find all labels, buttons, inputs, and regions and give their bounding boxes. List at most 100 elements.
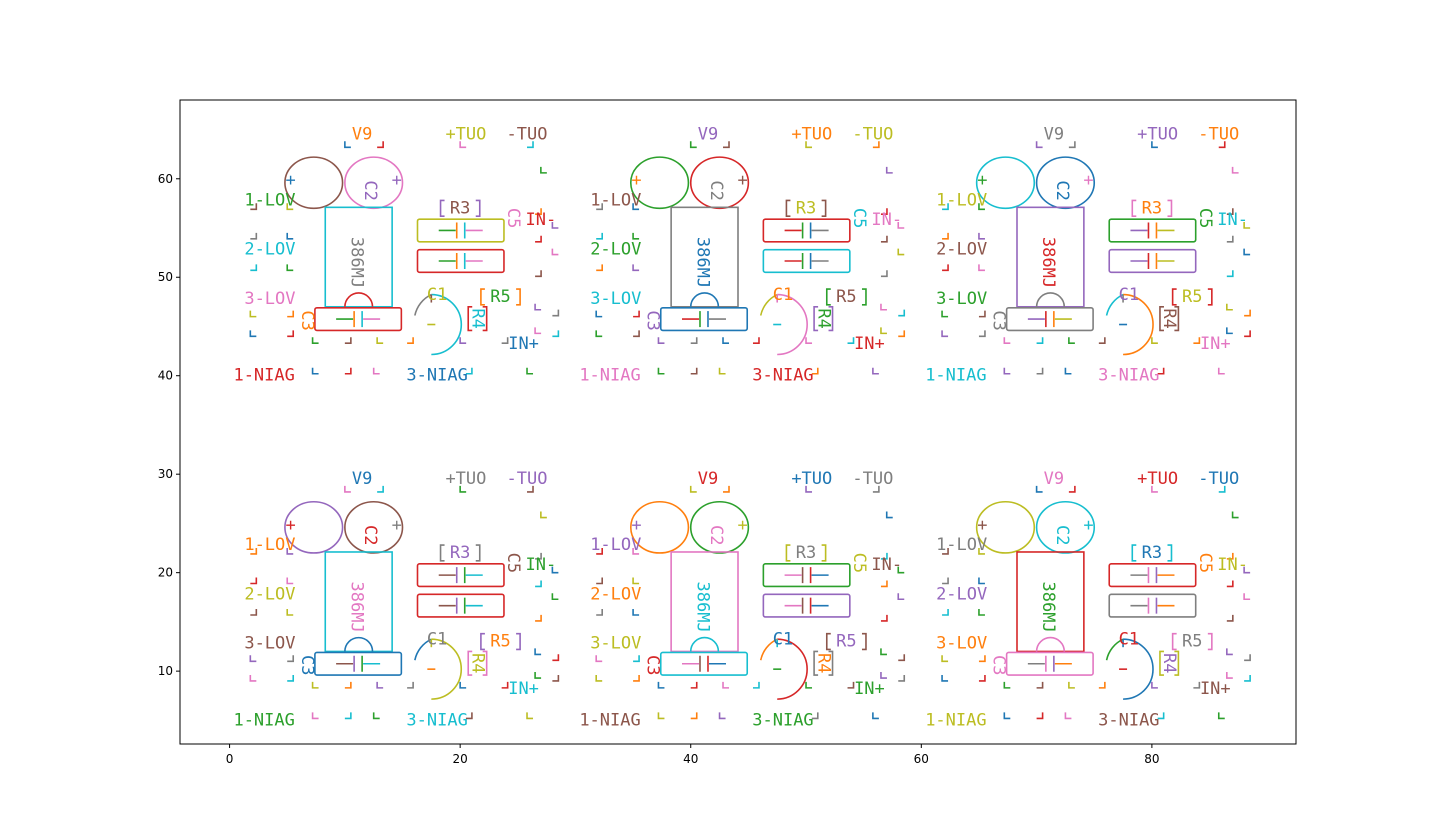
- component-label: R3: [796, 543, 816, 563]
- board-marker: [250, 547, 258, 555]
- board-marker: [250, 264, 258, 272]
- board-marker: [286, 547, 294, 555]
- board-marker: [1151, 485, 1158, 493]
- circuit-panel-1: + + V9 +TUO -TUO 1-LOV 2-LOV 3-LOV 1-NIAG 3-NIAG 3…: [233, 124, 560, 386]
- axes-frame: [179, 99, 1297, 745]
- board-marker: [551, 248, 559, 256]
- resistor-r3-bracket: [1131, 199, 1173, 217]
- speaker-left: [975, 156, 1036, 210]
- resistor-r4-bracket: [1159, 305, 1180, 332]
- y-tick-label: 50: [158, 270, 173, 284]
- board-marker: [978, 310, 986, 318]
- board-marker: [805, 681, 813, 689]
- speaker-right: [344, 156, 404, 210]
- component-label: -TUO: [1198, 124, 1239, 144]
- component-label: C2: [360, 180, 380, 200]
- board-marker: [286, 203, 294, 211]
- board-marker: [847, 337, 855, 345]
- board-marker: [880, 552, 888, 560]
- board-marker: [898, 309, 906, 317]
- component-label: C5: [849, 208, 869, 228]
- board-marker: [1035, 485, 1043, 493]
- component-label: R4: [467, 653, 487, 673]
- capacitor-c3: [659, 651, 749, 676]
- potentiometer-arc-cap: [1105, 293, 1124, 316]
- capacitor-c2: [762, 562, 851, 588]
- board-marker: [1064, 367, 1072, 375]
- board-marker: [723, 485, 730, 493]
- component-label: R3: [1142, 198, 1162, 218]
- x-tick-label: 20: [453, 752, 468, 766]
- board-marker: [249, 655, 257, 663]
- component-label: C3: [643, 655, 663, 675]
- potentiometer-arc: [777, 638, 808, 700]
- capacitor-c3: [314, 306, 403, 332]
- board-marker: [752, 337, 760, 345]
- board-marker: [407, 681, 414, 689]
- component-label: 386MJ: [692, 237, 712, 288]
- component-label: -TUO: [852, 124, 893, 144]
- board-marker: [718, 367, 726, 375]
- x-tick-label: 60: [914, 752, 929, 766]
- ic-body: [670, 551, 739, 653]
- component-label: IN+: [854, 679, 885, 699]
- component-label: IN-: [1217, 555, 1248, 575]
- component-label: 1-LOV: [244, 190, 295, 210]
- board-marker: [978, 674, 986, 682]
- component-label: V9: [352, 124, 372, 144]
- resistor-r4-bracket: [467, 305, 488, 332]
- component-label: C3: [297, 655, 317, 675]
- potentiometer-arc-cap: [1105, 638, 1124, 661]
- board-marker: [978, 609, 985, 616]
- board-marker: [595, 330, 603, 338]
- board-marker: [632, 577, 640, 585]
- board-marker: [752, 681, 760, 689]
- component-label: +TUO: [445, 469, 486, 489]
- board-marker: [459, 337, 467, 345]
- component-label: 3-NIAG: [752, 710, 813, 730]
- board-marker: [1036, 337, 1044, 345]
- board-marker: [376, 681, 384, 689]
- board-marker: [1151, 141, 1158, 149]
- board-marker: [978, 655, 986, 663]
- component-label: V9: [698, 124, 718, 144]
- speaker-polarity-mark: +: [392, 515, 402, 535]
- board-marker: [885, 166, 893, 174]
- board-marker: [595, 310, 603, 318]
- component-label: R5: [1182, 287, 1202, 307]
- component-label: 1-NIAG: [579, 710, 640, 730]
- component-label: IN-: [1217, 210, 1248, 230]
- board-marker: [1193, 681, 1201, 689]
- board-marker: [311, 367, 319, 375]
- component-label: 386MJ: [1038, 237, 1058, 288]
- board-marker: [978, 547, 985, 555]
- board-marker: [527, 485, 534, 493]
- component-label: +TUO: [445, 124, 486, 144]
- board-marker: [534, 303, 542, 311]
- board-marker: [1003, 367, 1011, 375]
- component-label: IN+: [854, 334, 885, 354]
- potentiometer-arc-cap: [414, 293, 432, 316]
- component-label: 3-LOV: [244, 289, 295, 309]
- y-tick-label: 30: [158, 467, 173, 481]
- board-marker: [1003, 712, 1011, 720]
- component-label: V9: [698, 469, 718, 489]
- potentiometer-arc-cap: [414, 638, 432, 661]
- component-label: -TUO: [852, 469, 893, 489]
- ic-notch: [1035, 636, 1066, 652]
- speaker-polarity-mark: +: [286, 515, 296, 535]
- ic-body: [1016, 206, 1085, 308]
- capacitor-c2: [1108, 218, 1197, 243]
- board-marker: [942, 264, 949, 272]
- speaker-right: [689, 500, 750, 554]
- capacitor-c1: [1108, 593, 1197, 618]
- component-label: R4: [1159, 308, 1179, 328]
- component-label: C2: [706, 180, 726, 200]
- board-marker: [534, 327, 542, 335]
- board-marker: [657, 367, 665, 375]
- potentiometer-arc-cap: [759, 638, 778, 661]
- board-marker: [1193, 337, 1201, 345]
- component-label: C1: [1119, 630, 1139, 650]
- component-label: 1-LOV: [590, 535, 641, 555]
- board-marker: [847, 681, 855, 689]
